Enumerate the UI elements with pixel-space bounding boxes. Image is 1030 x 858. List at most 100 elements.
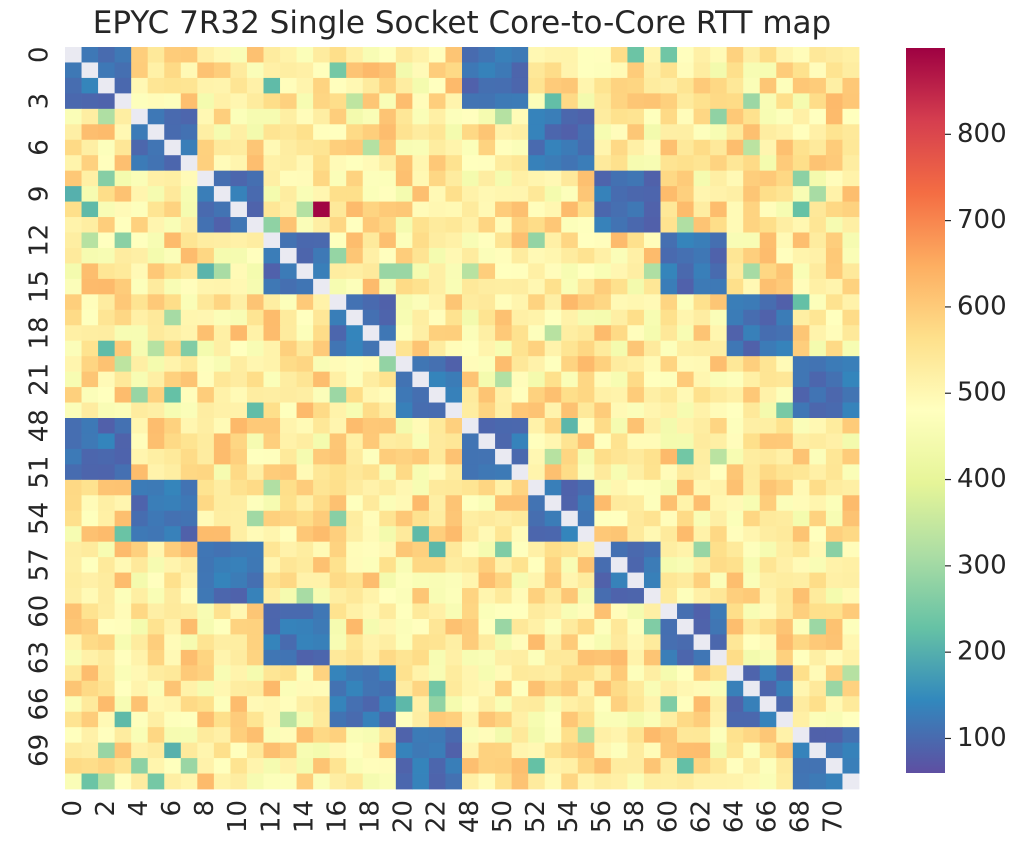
heatmap-cell xyxy=(230,309,248,326)
heatmap-cell xyxy=(809,479,827,496)
heatmap-cell xyxy=(131,634,149,651)
heatmap-cell xyxy=(726,309,744,326)
heatmap-cell xyxy=(362,93,380,110)
heatmap-cell xyxy=(230,402,248,419)
heatmap-cell xyxy=(610,387,628,403)
heatmap-cell xyxy=(412,479,430,496)
heatmap-cell xyxy=(296,93,314,110)
heatmap-cell xyxy=(98,170,116,187)
heatmap-cell xyxy=(428,62,446,79)
heatmap-cell xyxy=(594,711,612,728)
heatmap-cell xyxy=(710,325,728,342)
heatmap-cell xyxy=(164,557,182,573)
heatmap-cell xyxy=(263,186,281,202)
heatmap-cell xyxy=(445,433,463,450)
heatmap-cell xyxy=(710,479,728,496)
heatmap-cell xyxy=(246,433,264,450)
heatmap-cell xyxy=(478,155,496,172)
heatmap-cell xyxy=(610,526,628,543)
heatmap-cell xyxy=(379,727,397,744)
heatmap-cell xyxy=(197,727,215,744)
heatmap-cell xyxy=(677,62,694,79)
colorbar-tick-label: 800 xyxy=(957,119,1007,149)
heatmap-cell xyxy=(693,186,711,202)
heatmap-cell xyxy=(544,77,562,94)
heatmap-cell xyxy=(379,278,397,295)
heatmap-cell xyxy=(643,387,661,403)
heatmap-cell xyxy=(280,232,297,249)
heatmap-cell xyxy=(561,572,579,589)
heatmap-cell xyxy=(362,325,380,342)
heatmap-cell xyxy=(114,665,132,682)
heatmap-cell xyxy=(445,155,463,172)
heatmap-cell xyxy=(627,402,645,419)
heatmap-cell xyxy=(428,742,446,759)
heatmap-cell xyxy=(462,387,479,403)
heatmap-cell xyxy=(230,665,248,682)
heatmap-cell xyxy=(643,433,661,450)
heatmap-cell xyxy=(792,371,810,388)
heatmap-cell xyxy=(213,680,231,697)
heatmap-cell xyxy=(776,217,794,233)
heatmap-cell xyxy=(346,93,364,110)
heatmap-cell xyxy=(412,510,430,527)
heatmap-cell xyxy=(280,448,297,465)
heatmap-cell xyxy=(114,634,132,651)
heatmap-cell xyxy=(561,526,579,543)
heatmap-cell xyxy=(660,665,678,682)
heatmap-cell xyxy=(280,495,297,512)
heatmap-cell xyxy=(594,325,612,342)
heatmap-cell xyxy=(594,340,612,357)
heatmap-cell xyxy=(792,541,810,558)
heatmap-cell xyxy=(776,232,794,249)
heatmap-cell xyxy=(677,340,694,357)
heatmap-cell xyxy=(478,170,496,187)
heatmap-cell xyxy=(693,495,711,512)
heatmap-cell xyxy=(776,773,794,790)
heatmap-cell xyxy=(280,433,297,450)
heatmap-cell xyxy=(197,387,215,403)
heatmap-cell xyxy=(197,232,215,249)
heatmap-cell xyxy=(743,263,761,280)
heatmap-cell xyxy=(362,62,380,79)
heatmap-cell xyxy=(395,108,413,125)
heatmap-cell xyxy=(743,479,761,496)
heatmap-cell xyxy=(98,665,116,682)
heatmap-cell xyxy=(660,464,678,481)
heatmap-cell xyxy=(213,77,231,94)
heatmap-cell xyxy=(313,526,331,543)
heatmap-cell xyxy=(478,541,496,558)
heatmap-cell xyxy=(445,402,463,419)
heatmap-cell xyxy=(710,572,728,589)
heatmap-cell xyxy=(528,418,546,434)
heatmap-cell xyxy=(809,418,827,434)
heatmap-cell xyxy=(561,278,579,295)
y-tick-label: 63 xyxy=(25,641,55,674)
heatmap-cell xyxy=(362,588,380,604)
heatmap-cell xyxy=(693,510,711,527)
heatmap-cell xyxy=(147,541,165,558)
heatmap-cell xyxy=(610,62,628,79)
heatmap-cell xyxy=(544,572,562,589)
heatmap-cell xyxy=(677,371,694,388)
heatmap-cell xyxy=(809,387,827,403)
heatmap-cell xyxy=(528,371,546,388)
heatmap-cell xyxy=(230,170,248,187)
heatmap-cell xyxy=(346,541,364,558)
heatmap-cell xyxy=(362,572,380,589)
heatmap-cell xyxy=(180,294,198,311)
heatmap-cell xyxy=(379,356,397,373)
chart-title: EPYC 7R32 Single Socket Core-to-Core RTT… xyxy=(93,5,831,41)
heatmap-cell xyxy=(329,448,347,465)
heatmap-cell xyxy=(792,727,810,744)
heatmap-cell xyxy=(296,510,314,527)
heatmap-cell xyxy=(809,603,827,620)
heatmap-cell xyxy=(693,325,711,342)
heatmap-cell xyxy=(561,634,579,651)
heatmap-cell xyxy=(329,773,347,790)
heatmap-cell xyxy=(627,278,645,295)
heatmap-cell xyxy=(230,479,248,496)
heatmap-cell xyxy=(825,294,843,311)
heatmap-cell xyxy=(65,433,82,450)
heatmap-cell xyxy=(528,170,546,187)
